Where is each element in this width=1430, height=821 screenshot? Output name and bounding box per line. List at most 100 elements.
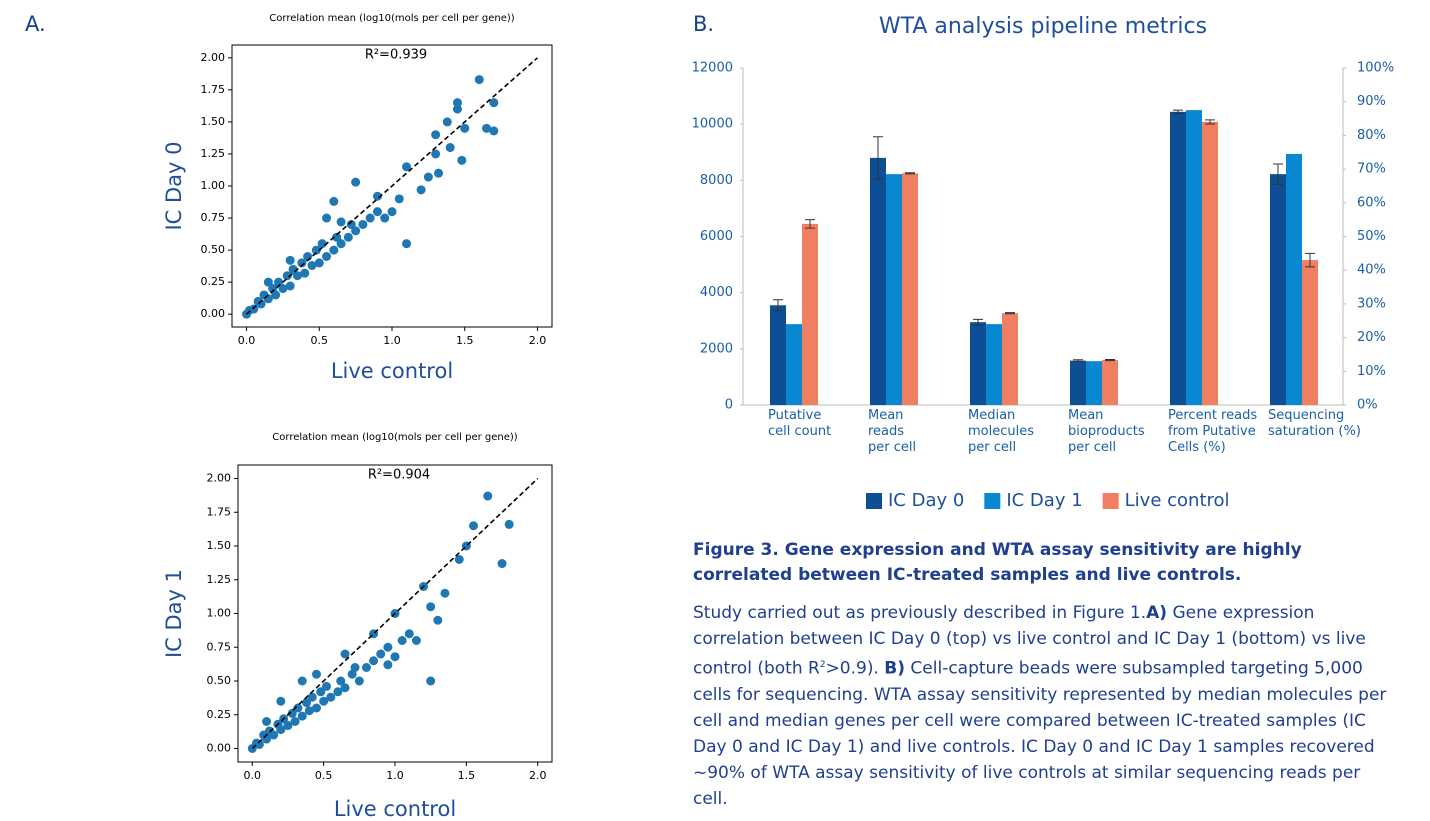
point: [282, 271, 292, 281]
point: [287, 708, 297, 718]
x-tick-label: 0.0: [238, 334, 256, 347]
point: [316, 687, 326, 697]
y2-tick-label: 0%: [1357, 398, 1378, 413]
bar: [886, 174, 902, 405]
legend-label: Live control: [1125, 490, 1230, 511]
point: [452, 98, 462, 108]
error-bar: [905, 172, 915, 175]
chart-title: Correlation mean (log10(mols per cell pe…: [269, 13, 515, 24]
point: [397, 636, 407, 645]
caption-title: Figure 3. Gene expression and WTA assay …: [693, 540, 1302, 585]
point: [274, 277, 284, 287]
point: [387, 207, 397, 217]
point: [269, 730, 279, 740]
bar: [1070, 360, 1086, 405]
x-tick-label: Percent reads from Putative Cells (%): [1168, 408, 1258, 455]
y-tick-label: 8000: [700, 173, 733, 188]
point: [416, 185, 426, 195]
point: [489, 126, 499, 136]
panel-label: A.: [25, 12, 46, 36]
bar: [1002, 313, 1018, 405]
point: [256, 299, 266, 309]
bar: [902, 173, 918, 405]
x-tick-label: 0.5: [315, 769, 333, 782]
point: [276, 696, 286, 706]
bar: [870, 157, 886, 405]
point: [482, 123, 492, 133]
point: [297, 676, 307, 686]
bar: [986, 324, 1002, 405]
x-tick-label: Median molecules per cell: [968, 408, 1034, 455]
point: [402, 162, 412, 172]
error-bar: [1005, 312, 1015, 315]
point: [457, 155, 467, 165]
point: [380, 213, 390, 223]
point: [292, 271, 302, 281]
y2-tick-label: 50%: [1357, 229, 1386, 244]
bar: [1086, 361, 1102, 405]
point: [262, 717, 272, 726]
x-tick-label: 2.0: [529, 334, 547, 347]
point: [442, 117, 452, 127]
point: [321, 681, 331, 691]
error-bar: [873, 136, 883, 180]
point: [504, 519, 514, 529]
bar: [802, 223, 818, 405]
y2-tick-label: 70%: [1357, 162, 1386, 177]
y-tick-label: 0.00: [201, 307, 226, 320]
y-tick-label: 10000: [692, 117, 733, 132]
point: [329, 245, 339, 255]
point: [469, 521, 478, 531]
error-bar: [1273, 163, 1283, 185]
legend-label: IC Day 0: [888, 490, 964, 511]
y2-tick-label: 10%: [1357, 364, 1386, 379]
point: [460, 123, 470, 133]
y-tick-label: 0.50: [201, 243, 226, 256]
point: [326, 692, 336, 702]
point: [297, 711, 307, 721]
point: [497, 559, 507, 569]
error-bar: [1073, 359, 1083, 362]
x-tick-label: 2.0: [529, 769, 547, 782]
y-tick-label: 1.25: [207, 573, 232, 586]
point: [263, 277, 273, 287]
point: [434, 168, 444, 178]
annotation: R²=0.939: [365, 48, 427, 63]
point: [383, 660, 393, 670]
point: [350, 663, 360, 672]
x-tick-label: 0.0: [244, 769, 262, 782]
y-tick-label: 2.00: [201, 51, 226, 64]
y-tick-label: 2000: [700, 341, 733, 356]
caption-text: 2: [819, 660, 826, 670]
y-tick-label: 0.75: [201, 211, 226, 224]
bar: [1170, 111, 1186, 405]
point: [322, 252, 332, 261]
point: [383, 642, 393, 652]
point: [293, 703, 303, 713]
point: [351, 177, 361, 187]
x-axis-label: Live control: [334, 797, 456, 821]
x-tick-label: 0.5: [311, 334, 329, 347]
caption-text: B): [884, 658, 906, 679]
bar: [1270, 174, 1286, 405]
point: [340, 649, 350, 659]
caption-text: Cell-capture beads were subsampled targe…: [693, 658, 1387, 809]
point: [297, 258, 307, 268]
point: [431, 130, 441, 140]
point: [354, 676, 364, 686]
x-tick-label: Putative cell count: [768, 408, 832, 439]
y-tick-label: 1.25: [201, 147, 226, 160]
point: [346, 219, 356, 229]
error-bar: [1305, 252, 1315, 268]
y-tick-label: 0.00: [207, 742, 232, 755]
point: [402, 239, 412, 249]
x-tick-label: Mean bioproducts per cell: [1068, 408, 1145, 455]
y-axis-label: IC Day 1: [162, 569, 186, 658]
y-tick-label: 2.00: [207, 472, 232, 485]
point: [312, 669, 321, 679]
y2-tick-label: 60%: [1357, 195, 1386, 210]
point: [423, 172, 433, 182]
y-tick-label: 1.50: [207, 539, 232, 552]
y2-tick-label: 80%: [1357, 128, 1386, 143]
error-bar: [773, 299, 783, 312]
